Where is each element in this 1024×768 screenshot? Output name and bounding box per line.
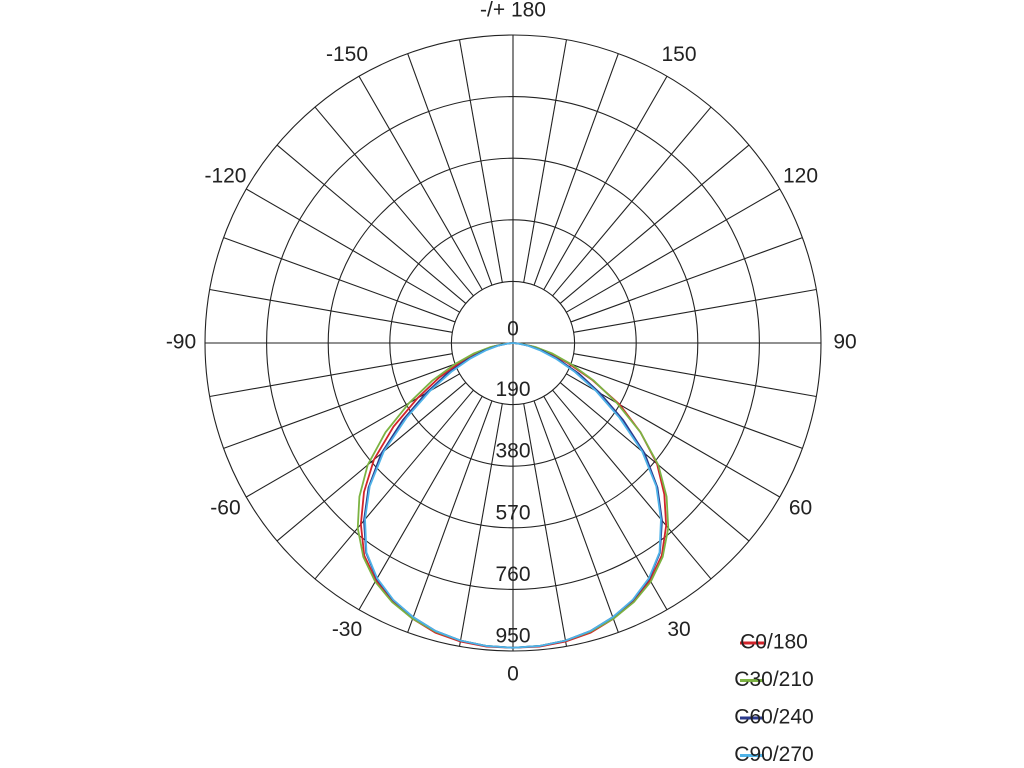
grid-spoke [358, 75, 483, 290]
theta-tick-label: -/+ 180 [480, 0, 546, 22]
r-tick-label: 570 [495, 501, 530, 524]
theta-tick-label: -150 [326, 43, 368, 66]
grid-spoke [223, 363, 456, 449]
grid-spoke [209, 288, 453, 333]
grid-spoke [559, 382, 750, 542]
grid-spoke [573, 353, 817, 398]
grid-spoke [552, 106, 712, 297]
theta-tick-label: -60 [210, 497, 240, 520]
theta-tick-label: -120 [204, 165, 246, 188]
grid-spoke [566, 188, 781, 313]
legend-label: C0/180 [740, 631, 808, 654]
theta-tick-label: -90 [166, 331, 196, 354]
r-tick-label: 380 [495, 440, 530, 463]
theta-tick-label: 30 [667, 618, 690, 641]
grid-spoke [523, 403, 568, 647]
grid-spoke [570, 237, 803, 323]
grid-spoke [314, 389, 474, 580]
theta-tick-label: 0 [507, 663, 519, 686]
theta-tick-label: -30 [332, 618, 362, 641]
grid-spoke [407, 53, 493, 286]
grid-spoke [543, 75, 668, 290]
theta-tick-label: 120 [783, 165, 818, 188]
grid-spoke [245, 188, 460, 313]
r-tick-label: 190 [495, 378, 530, 401]
grid-spoke [570, 363, 803, 449]
grid-spoke [543, 396, 668, 611]
r-tick-label: 950 [495, 625, 530, 648]
grid-spoke [223, 237, 456, 323]
legend-label: C90/270 [734, 743, 813, 766]
grid-spoke [458, 39, 503, 283]
theta-tick-label: 150 [661, 43, 696, 66]
grid-spoke [533, 400, 619, 633]
theta-tick-label: 60 [789, 497, 812, 520]
grid-spoke [559, 144, 750, 304]
grid-spoke [209, 353, 453, 398]
grid-spoke [407, 400, 493, 633]
legend-label: C60/240 [734, 706, 813, 729]
intensity-curve [364, 342, 662, 649]
grid-spoke [276, 144, 467, 304]
grid-spoke [276, 382, 467, 542]
grid-spoke [358, 396, 483, 611]
r-tick-label: 760 [495, 563, 530, 586]
grid-spoke [573, 288, 817, 333]
grid-spoke [533, 53, 619, 286]
grid-spoke [458, 403, 503, 647]
legend-label: C30/210 [734, 668, 813, 691]
theta-tick-label: 90 [833, 331, 856, 354]
grid-spoke [523, 39, 568, 283]
r-tick-label: 0 [507, 318, 519, 341]
grid-spoke [314, 106, 474, 297]
grid-spoke [552, 389, 712, 580]
